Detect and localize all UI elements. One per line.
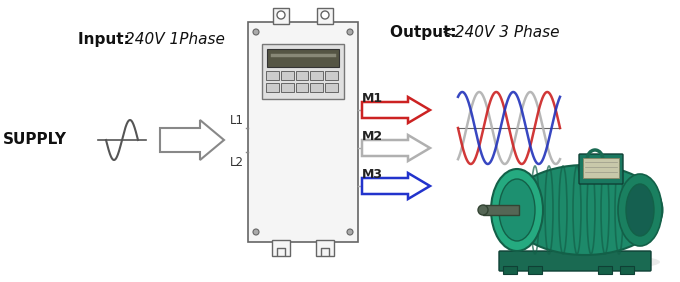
Ellipse shape (618, 174, 662, 246)
Text: 240V 1Phase: 240V 1Phase (125, 32, 225, 47)
Ellipse shape (500, 253, 660, 271)
Bar (296, 83, 309, 92)
Bar (483, 205, 519, 215)
Circle shape (347, 229, 353, 235)
Bar (325, 71, 338, 80)
Bar (267, 49, 339, 67)
FancyBboxPatch shape (499, 251, 651, 271)
Text: L1: L1 (230, 113, 244, 127)
Bar (316, 240, 334, 256)
Ellipse shape (478, 205, 488, 215)
Bar (503, 266, 517, 274)
Ellipse shape (499, 179, 535, 241)
Text: Input:: Input: (78, 32, 135, 47)
Bar (281, 71, 294, 80)
Bar (310, 71, 323, 80)
Bar (310, 83, 323, 92)
FancyArrow shape (362, 173, 430, 199)
Text: M2: M2 (362, 129, 383, 142)
FancyArrow shape (160, 120, 224, 160)
FancyArrow shape (362, 97, 430, 123)
Bar (262, 44, 344, 99)
Text: Output:: Output: (390, 25, 462, 40)
Bar (325, 83, 338, 92)
Circle shape (253, 29, 259, 35)
Bar (583, 158, 619, 178)
Text: L2: L2 (230, 155, 244, 169)
Bar (281, 83, 294, 92)
Bar (273, 8, 289, 24)
Ellipse shape (626, 184, 654, 236)
Bar (528, 266, 542, 274)
Bar (248, 22, 358, 242)
Bar (266, 71, 279, 80)
Text: SUPPLY: SUPPLY (3, 133, 67, 147)
Bar (317, 8, 333, 24)
Circle shape (321, 11, 329, 19)
Bar (598, 266, 612, 274)
Circle shape (277, 11, 285, 19)
Circle shape (253, 229, 259, 235)
Ellipse shape (491, 169, 543, 251)
Text: <240V 3 Phase: <240V 3 Phase (442, 25, 560, 40)
Bar (620, 266, 634, 274)
FancyBboxPatch shape (579, 154, 623, 184)
Bar (272, 240, 290, 256)
Circle shape (347, 29, 353, 35)
Ellipse shape (507, 165, 662, 255)
FancyArrow shape (362, 135, 430, 161)
Bar (266, 83, 279, 92)
Text: M3: M3 (362, 168, 383, 180)
Text: M1: M1 (362, 91, 383, 105)
Bar (296, 71, 309, 80)
